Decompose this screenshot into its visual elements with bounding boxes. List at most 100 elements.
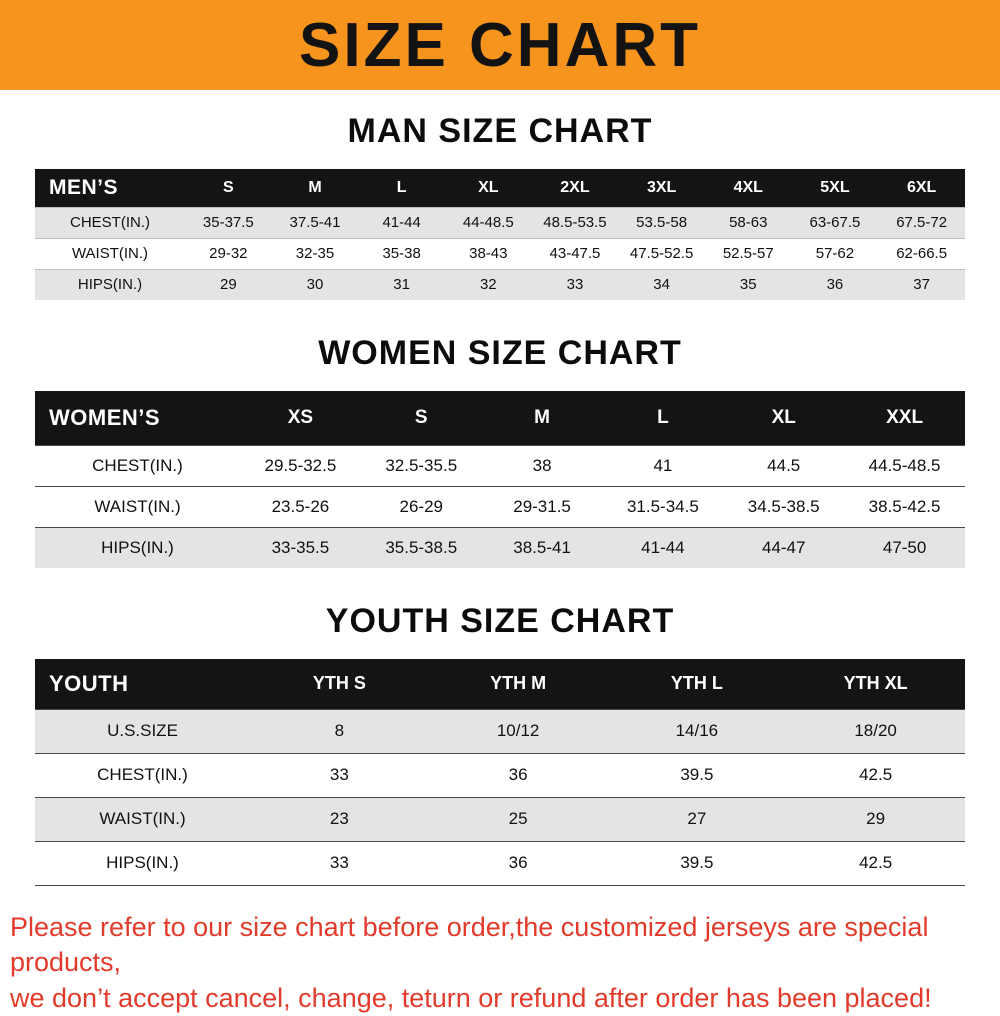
value-cell: 67.5-72 [878, 207, 965, 238]
value-cell: 35 [705, 269, 792, 300]
value-cell: 18/20 [786, 709, 965, 753]
column-header-cell: S [185, 169, 272, 207]
value-cell: 52.5-57 [705, 238, 792, 269]
row-label-cell: CHEST(IN.) [35, 753, 250, 797]
value-cell: 38 [482, 445, 603, 486]
value-cell: 32 [445, 269, 532, 300]
column-header-cell: YTH M [429, 659, 608, 709]
value-cell: 42.5 [786, 753, 965, 797]
value-cell: 58-63 [705, 207, 792, 238]
men-section-heading: MAN SIZE CHART [0, 112, 1000, 151]
value-cell: 41 [602, 445, 723, 486]
value-cell: 34.5-38.5 [723, 486, 844, 527]
table-title-cell: MEN’S [35, 169, 185, 207]
value-cell: 33 [250, 753, 429, 797]
value-cell: 10/12 [429, 709, 608, 753]
value-cell: 23 [250, 797, 429, 841]
value-cell: 33 [250, 841, 429, 885]
value-cell: 34 [618, 269, 705, 300]
value-cell: 26-29 [361, 486, 482, 527]
page-title: SIZE CHART [299, 10, 701, 81]
row-label-cell: HIPS(IN.) [35, 269, 185, 300]
value-cell: 44.5-48.5 [844, 445, 965, 486]
value-cell: 44-48.5 [445, 207, 532, 238]
value-cell: 31.5-34.5 [602, 486, 723, 527]
value-cell: 25 [429, 797, 608, 841]
row-label-cell: U.S.SIZE [35, 709, 250, 753]
value-cell: 42.5 [786, 841, 965, 885]
value-cell: 8 [250, 709, 429, 753]
value-cell: 36 [429, 841, 608, 885]
column-header-cell: XXL [844, 391, 965, 445]
value-cell: 37.5-41 [272, 207, 359, 238]
column-header-cell: M [482, 391, 603, 445]
value-cell: 30 [272, 269, 359, 300]
notice-line-1: Please refer to our size chart before or… [10, 910, 1000, 981]
value-cell: 39.5 [608, 841, 787, 885]
column-header-cell: S [361, 391, 482, 445]
column-header-cell: L [358, 169, 445, 207]
column-header-cell: YTH XL [786, 659, 965, 709]
column-header-cell: 4XL [705, 169, 792, 207]
row-label-cell: WAIST(IN.) [35, 238, 185, 269]
value-cell: 41-44 [602, 527, 723, 568]
value-cell: 27 [608, 797, 787, 841]
value-cell: 29.5-32.5 [240, 445, 361, 486]
value-cell: 36 [429, 753, 608, 797]
value-cell: 31 [358, 269, 445, 300]
value-cell: 37 [878, 269, 965, 300]
column-header-cell: 6XL [878, 169, 965, 207]
table-title-cell: YOUTH [35, 659, 250, 709]
value-cell: 47-50 [844, 527, 965, 568]
value-cell: 57-62 [792, 238, 879, 269]
row-label-cell: WAIST(IN.) [35, 797, 250, 841]
column-header-cell: XS [240, 391, 361, 445]
value-cell: 38.5-42.5 [844, 486, 965, 527]
value-cell: 38.5-41 [482, 527, 603, 568]
column-header-cell: XL [445, 169, 532, 207]
banner: SIZE CHART [0, 0, 1000, 90]
value-cell: 48.5-53.5 [532, 207, 619, 238]
value-cell: 35-37.5 [185, 207, 272, 238]
column-header-cell: M [272, 169, 359, 207]
value-cell: 53.5-58 [618, 207, 705, 238]
value-cell: 14/16 [608, 709, 787, 753]
women-section-heading: WOMEN SIZE CHART [0, 334, 1000, 373]
value-cell: 29 [185, 269, 272, 300]
value-cell: 38-43 [445, 238, 532, 269]
column-header-cell: 5XL [792, 169, 879, 207]
row-label-cell: HIPS(IN.) [35, 841, 250, 885]
value-cell: 62-66.5 [878, 238, 965, 269]
value-cell: 29 [786, 797, 965, 841]
youth-section-heading: YOUTH SIZE CHART [0, 602, 1000, 641]
table-title-cell: WOMEN’S [35, 391, 240, 445]
value-cell: 44.5 [723, 445, 844, 486]
value-cell: 39.5 [608, 753, 787, 797]
value-cell: 44-47 [723, 527, 844, 568]
notice-line-2: we don’t accept cancel, change, teturn o… [10, 981, 1000, 1016]
value-cell: 29-31.5 [482, 486, 603, 527]
value-cell: 23.5-26 [240, 486, 361, 527]
row-label-cell: CHEST(IN.) [35, 445, 240, 486]
value-cell: 32.5-35.5 [361, 445, 482, 486]
order-notice: Please refer to our size chart before or… [10, 910, 1000, 1016]
